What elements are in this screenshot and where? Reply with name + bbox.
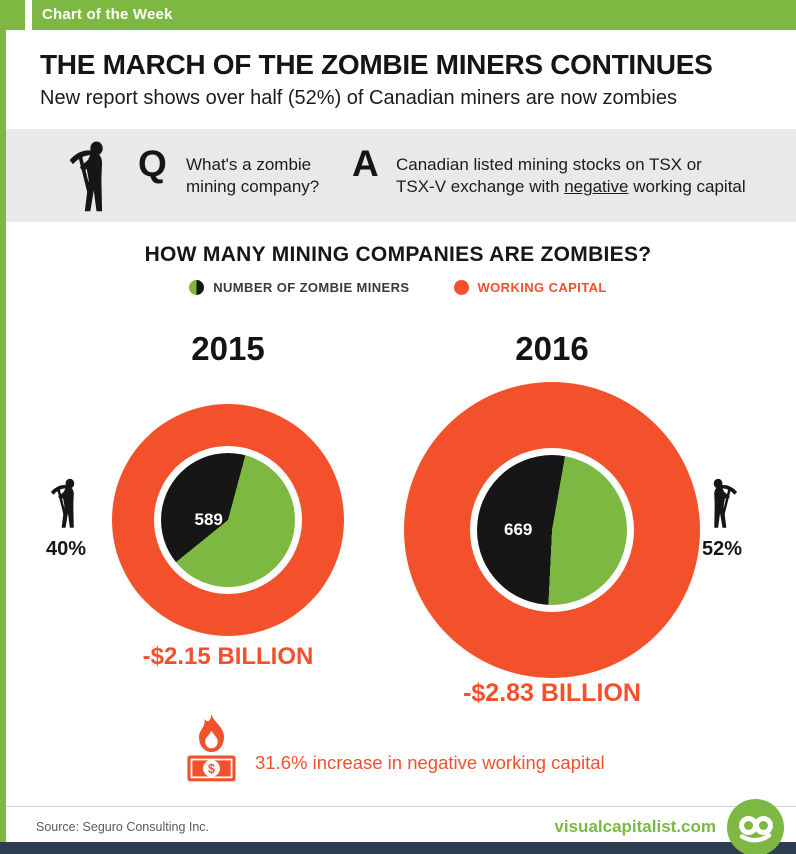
working-capital-label-2015: -$2.15 BILLION [142, 643, 314, 670]
zombie-pct-label-2015: 40% [45, 538, 87, 560]
answer-line2: TSX-V exchange with negative working cap… [396, 176, 768, 198]
zombie-count-2016: 669 [504, 520, 533, 539]
chart-of-week-banner: Chart of the Week [0, 0, 796, 30]
answer-text: Canadian listed mining stocks on TSX or … [396, 154, 768, 199]
increase-note-row: 31.6% increase in negative working capit… [183, 712, 605, 783]
zombie-count-2015: 589 [194, 510, 223, 529]
zombie-share-pie-2016: 669 [477, 455, 627, 605]
answer-letter: A [352, 143, 379, 184]
working-capital-label-2016: -$2.83 BILLION [463, 679, 641, 707]
footer-divider [0, 806, 796, 807]
zombie-pct-label-2016: 52% [701, 538, 743, 560]
answer-line2-prefix: TSX-V exchange with [396, 177, 565, 197]
question-line2: mining company? [186, 177, 320, 197]
answer-line2-suffix: working capital [628, 177, 746, 197]
legend-item-zombie-miners: NUMBER OF ZOMBIE MINERS [189, 280, 409, 295]
answer-line1: Canadian listed mining stocks on TSX or [396, 155, 702, 174]
qa-band: Q What's a zombie mining company? A Cana… [0, 129, 796, 222]
site-link[interactable]: visualcapitalist.com [554, 817, 716, 836]
zombie-pct-block-2016: 52% [690, 476, 754, 561]
visual-capitalist-logo [727, 799, 784, 854]
zombie-miners-swatch-icon [189, 280, 205, 295]
donut-chart-2015: 589 [112, 404, 344, 636]
question-text: What's a zombie mining company? [186, 154, 346, 199]
year-label-2015: 2015 [191, 330, 265, 367]
zombie-share-pie-2015: 589 [161, 453, 295, 587]
page-subtitle: New report shows over half (52%) of Cana… [40, 87, 677, 109]
left-accent-stripe [0, 0, 6, 854]
banner-notch [25, 0, 32, 30]
chart-title: HOW MANY MINING COMPANIES ARE ZOMBIES? [144, 243, 652, 266]
legend-label-zombie-miners: NUMBER OF ZOMBIE MINERS [213, 280, 410, 295]
donut-chart-2016: 669 [404, 382, 700, 678]
legend-item-working-capital: WORKING CAPITAL [453, 280, 607, 295]
question-letter: Q [138, 143, 167, 184]
chart-of-week-label: Chart of the Week [42, 6, 173, 23]
source-text: Source: Seguro Consulting Inc. [36, 820, 210, 834]
burning-money-icon [183, 712, 240, 783]
increase-note: 31.6% increase in negative working capit… [255, 752, 605, 773]
zombie-miner-icon [705, 476, 739, 530]
zombie-miner-icon [49, 476, 83, 530]
answer-underlined-word: negative [564, 177, 629, 197]
page-title: THE MARCH OF THE ZOMBIE MINERS CONTINUES [40, 49, 713, 80]
legend-label-working-capital: WORKING CAPITAL [477, 280, 607, 295]
bottom-accent-bar [0, 842, 796, 854]
chart-legend: NUMBER OF ZOMBIE MINERS WORKING CAPITAL [0, 280, 796, 295]
donut-hole-2015: 589 [154, 446, 302, 594]
zombie-miner-icon [66, 138, 116, 214]
zombie-pct-block-2015: 40% [34, 476, 98, 561]
year-label-2016: 2016 [515, 330, 589, 367]
working-capital-swatch-icon [453, 280, 469, 295]
question-line1: What's a zombie [186, 155, 312, 174]
donut-hole-2016: 669 [470, 448, 634, 612]
